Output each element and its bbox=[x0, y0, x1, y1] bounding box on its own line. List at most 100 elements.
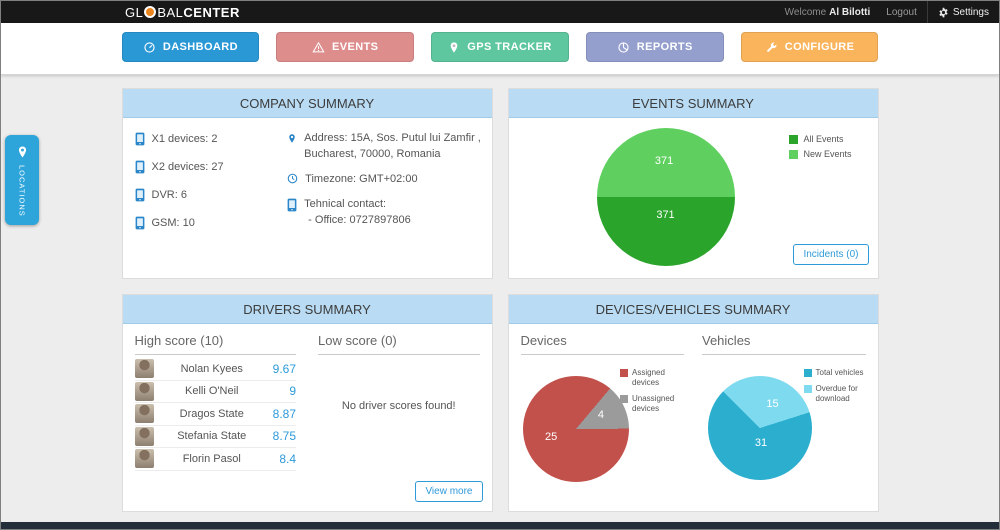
view-more-button[interactable]: View more bbox=[415, 481, 483, 502]
company-contact: Tehnical contact: - Office: 0727897806 bbox=[287, 197, 481, 229]
logout-link[interactable]: Logout bbox=[886, 6, 917, 18]
nav-reports-button[interactable]: REPORTS bbox=[585, 32, 724, 62]
no-scores-message: No driver scores found! bbox=[341, 400, 456, 412]
mobile-device-icon bbox=[135, 160, 144, 174]
low-score-column: Low score (0) No driver scores found! bbox=[318, 330, 480, 511]
legend-swatch bbox=[620, 369, 628, 377]
nav-configure-button[interactable]: CONFIGURE bbox=[740, 32, 879, 62]
devices-vehicles-summary-panel: DEVICES/VEHICLES SUMMARY Devices 4 25 As… bbox=[507, 294, 879, 512]
pie-value-label: 371 bbox=[654, 155, 674, 168]
gauge-icon bbox=[144, 41, 155, 53]
nav-events-label: EVENTS bbox=[331, 41, 379, 53]
vehicles-legend: Total vehicles Overdue for download bbox=[803, 368, 868, 410]
location-pin-icon bbox=[18, 146, 26, 158]
topbar-user-area: Welcome Al Bilotti Logout Settings bbox=[785, 1, 999, 23]
address-line-2: Bucharest, 70000, Romania bbox=[304, 147, 441, 160]
drivers-summary-title: DRIVERS SUMMARY bbox=[122, 295, 492, 324]
nav-dashboard-button[interactable]: DASHBOARD bbox=[121, 32, 260, 62]
device-count-label: DVR: 6 bbox=[151, 188, 187, 201]
nav-reports-label: REPORTS bbox=[636, 41, 693, 53]
wrench-icon bbox=[766, 42, 777, 52]
driver-score: 8.4 bbox=[279, 451, 296, 466]
device-count-row: GSM: 10 bbox=[135, 215, 288, 230]
high-score-column: High score (10) Nolan Kyees 9.67 Kelli O… bbox=[134, 330, 296, 511]
driver-name: Dragos State bbox=[179, 407, 244, 420]
pie-value-label: 25 bbox=[544, 431, 558, 444]
legend-item: Unassigned devices bbox=[620, 394, 684, 414]
driver-row: Dragos State 8.87 bbox=[134, 403, 296, 426]
settings-link[interactable]: Settings bbox=[926, 1, 999, 23]
drivers-summary-panel: DRIVERS SUMMARY High score (10) Nolan Ky… bbox=[121, 294, 493, 512]
pie-value-label: 4 bbox=[597, 409, 604, 422]
gear-icon bbox=[939, 7, 948, 17]
events-legend: All Events New Events bbox=[789, 134, 852, 164]
driver-name: Florin Pasol bbox=[182, 452, 241, 465]
logo-text-bal: BAL bbox=[157, 4, 184, 20]
events-summary-title: EVENTS SUMMARY bbox=[508, 89, 878, 118]
locations-side-tab[interactable]: LOCATIONS bbox=[5, 135, 39, 225]
driver-avatar bbox=[134, 404, 154, 424]
driver-avatar bbox=[134, 449, 154, 469]
high-score-table: Nolan Kyees 9.67 Kelli O'Neil 9 Dragos S… bbox=[134, 358, 296, 471]
legend-swatch bbox=[620, 395, 628, 403]
devices-vehicles-title: DEVICES/VEHICLES SUMMARY bbox=[508, 295, 878, 324]
legend-item: New Events bbox=[789, 149, 852, 159]
driver-avatar bbox=[134, 359, 154, 379]
driver-row: Kelli O'Neil 9 bbox=[134, 381, 296, 403]
incidents-button[interactable]: Incidents (0) bbox=[793, 244, 869, 265]
footer-bar bbox=[1, 522, 999, 529]
settings-label: Settings bbox=[952, 6, 989, 18]
nav-configure-label: CONFIGURE bbox=[784, 41, 855, 53]
device-count-row: DVR: 6 bbox=[135, 187, 288, 202]
driver-avatar bbox=[134, 381, 154, 401]
main-nav: DASHBOARD EVENTS GPS TRACKER REPORTS CON… bbox=[1, 23, 999, 75]
events-summary-panel: EVENTS SUMMARY All Events New Events bbox=[507, 88, 879, 279]
vehicles-pie-chart[interactable]: 15 31 bbox=[708, 376, 812, 480]
legend-label: Overdue for download bbox=[815, 384, 858, 403]
mobile-device-icon bbox=[135, 216, 144, 230]
legend-item: All Events bbox=[789, 134, 851, 144]
pie-value-label: 371 bbox=[656, 208, 675, 221]
devices-pie-chart[interactable]: 4 25 bbox=[522, 376, 629, 482]
company-summary-panel: COMPANY SUMMARY X1 devices: 2 X2 devices… bbox=[121, 88, 493, 279]
pie-value-label: 15 bbox=[766, 398, 779, 411]
dashboard-content: COMPANY SUMMARY X1 devices: 2 X2 devices… bbox=[1, 75, 999, 512]
mobile-device-icon bbox=[135, 132, 144, 146]
legend-label: All Events bbox=[803, 134, 844, 144]
legend-swatch bbox=[789, 149, 799, 159]
legend-item: Overdue for download bbox=[803, 384, 868, 404]
legend-swatch bbox=[803, 369, 812, 377]
high-score-header: High score (10) bbox=[134, 330, 296, 355]
devices-legend: Assigned devices Unassigned devices bbox=[620, 368, 684, 420]
driver-row: Florin Pasol 8.4 bbox=[134, 448, 296, 471]
pie-chart-icon bbox=[618, 41, 629, 53]
company-info: Address: 15A, Sos. Putul lui Zamfir , Buc… bbox=[287, 131, 481, 278]
driver-score: 9.67 bbox=[272, 361, 296, 376]
map-pin-icon bbox=[450, 41, 458, 53]
driver-score: 9 bbox=[289, 384, 296, 399]
app-logo: GL BAL CENTER bbox=[125, 5, 240, 20]
legend-item: Total vehicles bbox=[803, 368, 868, 378]
timezone-label: Timezone: GMT+02:00 bbox=[305, 172, 418, 185]
globe-icon bbox=[144, 6, 157, 18]
device-count-label: X1 devices: 2 bbox=[151, 132, 218, 145]
driver-name: Kelli O'Neil bbox=[185, 385, 239, 398]
mobile-device-icon bbox=[135, 188, 144, 202]
legend-label: New Events bbox=[803, 149, 852, 159]
company-device-counts: X1 devices: 2 X2 devices: 27 DVR: 6 bbox=[135, 131, 288, 278]
legend-label: Unassigned devices bbox=[632, 394, 675, 413]
devices-section: Devices 4 25 Assigned devices bbox=[520, 330, 684, 511]
company-address: Address: 15A, Sos. Putul lui Zamfir , Buc… bbox=[287, 131, 481, 163]
locations-tab-label: LOCATIONS bbox=[17, 165, 27, 217]
low-score-header: Low score (0) bbox=[318, 330, 480, 355]
nav-gps-tracker-button[interactable]: GPS TRACKER bbox=[431, 32, 569, 62]
welcome-text: Welcome Al Bilotti bbox=[785, 7, 871, 18]
driver-row: Nolan Kyees 9.67 bbox=[134, 358, 296, 381]
clock-icon bbox=[287, 173, 298, 184]
welcome-prefix: Welcome bbox=[784, 6, 827, 18]
nav-events-button[interactable]: EVENTS bbox=[276, 32, 415, 62]
driver-score: 8.75 bbox=[272, 429, 296, 444]
device-count-row: X1 devices: 2 bbox=[135, 131, 288, 146]
events-pie-chart[interactable]: 371 371 bbox=[596, 128, 735, 266]
